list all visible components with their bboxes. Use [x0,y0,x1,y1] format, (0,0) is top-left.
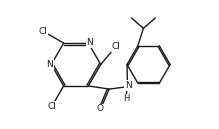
Text: Cl: Cl [47,102,56,111]
Text: N: N [46,60,53,69]
Text: H: H [123,94,129,103]
Text: Cl: Cl [111,42,120,51]
Text: Cl: Cl [39,27,48,36]
Text: N: N [86,38,93,47]
Text: O: O [97,104,104,113]
Text: N: N [125,81,132,90]
